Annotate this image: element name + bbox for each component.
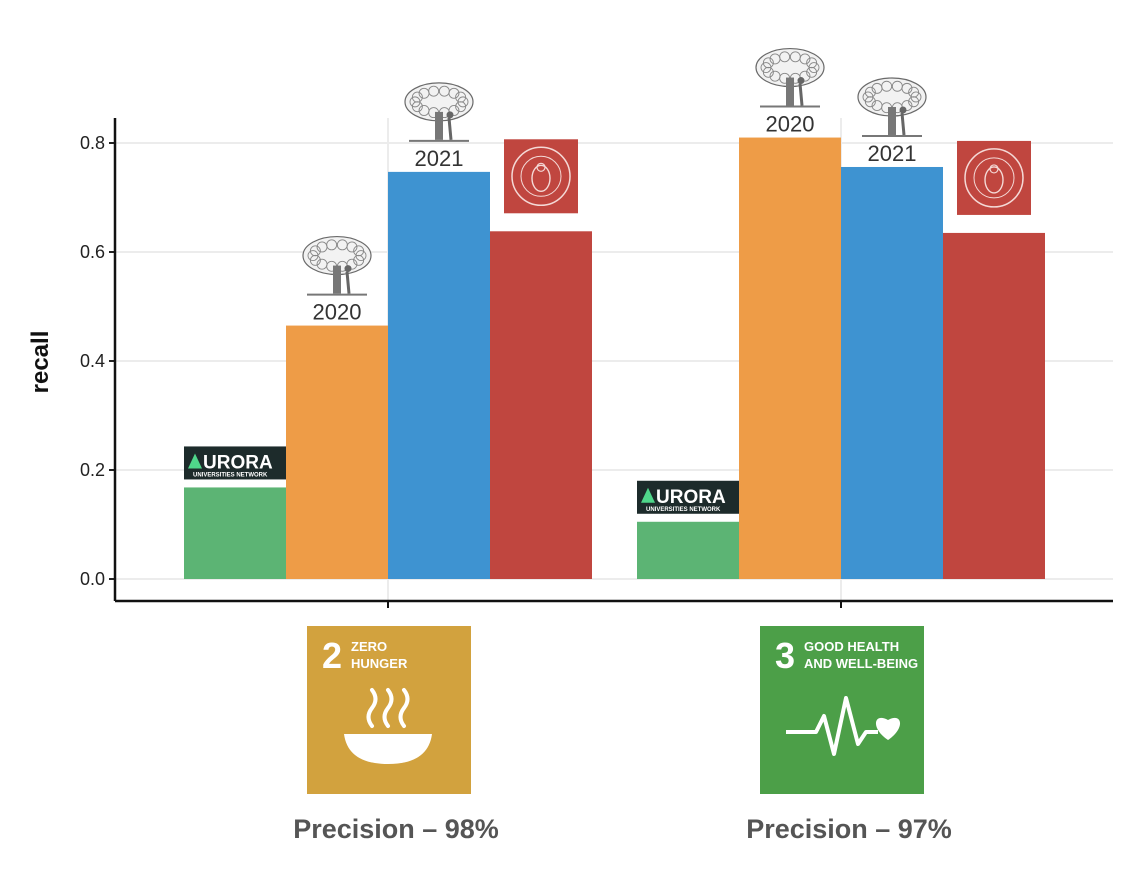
bar <box>490 231 592 580</box>
bar-year-label: 2020 <box>766 112 815 137</box>
elsevier-logo <box>302 235 372 296</box>
bar-labels: 2020 2021 2020 2021 <box>313 112 917 325</box>
sdg-icon-3: 3 GOOD HEALTH AND WELL-BEING <box>760 626 924 794</box>
sdg-icons: 2 ZERO HUNGER Precision – 98% 3 GOOD HEALTH AN… <box>293 626 952 844</box>
y-tick-label: 0.6 <box>80 242 105 262</box>
y-tick-label: 0.2 <box>80 460 105 480</box>
y-tick-label: 0.0 <box>80 569 105 589</box>
bar <box>286 325 388 579</box>
elsevier-logo <box>404 82 474 142</box>
bars <box>184 137 1045 580</box>
bar <box>184 487 286 579</box>
elsevier-logo <box>755 47 825 108</box>
svg-text:URORA: URORA <box>656 487 726 508</box>
sdg-title-line: ZERO <box>351 639 387 654</box>
bar-year-label: 2021 <box>415 146 464 171</box>
bar <box>841 166 943 580</box>
y-tick-label: 0.8 <box>80 133 105 153</box>
sdg-title-line: AND WELL-BEING <box>804 656 918 671</box>
y-tick-label: 0.4 <box>80 351 105 371</box>
heartbeat-icon <box>786 696 901 756</box>
sdg-icon-2: 2 ZERO HUNGER <box>307 626 471 794</box>
sdg-number: 2 <box>322 635 342 676</box>
svg-text:UNIVERSITIES NETWORK: UNIVERSITIES NETWORK <box>193 472 268 478</box>
y-axis-title: recall <box>27 331 54 394</box>
bar <box>943 232 1045 580</box>
bar <box>637 521 739 579</box>
svg-text:UNIVERSITIES NETWORK: UNIVERSITIES NETWORK <box>646 507 721 513</box>
sdg-number: 3 <box>775 635 795 676</box>
uib-seal-logo <box>504 139 578 214</box>
bar-year-label: 2020 <box>313 300 362 325</box>
uib-seal-logo <box>957 140 1031 215</box>
bowl-icon <box>344 688 432 764</box>
precision-label: Precision – 97% <box>746 814 952 844</box>
bar-year-label: 2021 <box>868 141 917 166</box>
svg-text:URORA: URORA <box>203 452 273 473</box>
sdg-title-line: HUNGER <box>351 656 408 671</box>
bar <box>388 171 490 579</box>
bar <box>739 137 841 580</box>
elsevier-logo <box>857 77 927 137</box>
sdg-title-line: GOOD HEALTH <box>804 639 899 654</box>
axes: 0.0 0.2 0.4 0.6 0.8 <box>80 118 1113 608</box>
precision-label: Precision – 98% <box>293 814 499 844</box>
